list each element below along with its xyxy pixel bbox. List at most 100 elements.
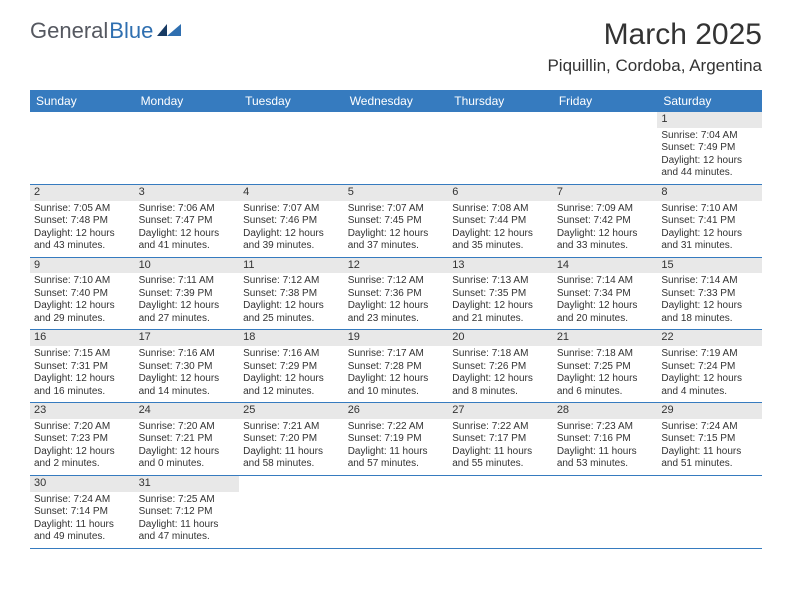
sunset-line: Sunset: 7:15 PM xyxy=(661,433,758,446)
sunrise-line: Sunrise: 7:15 AM xyxy=(34,348,131,361)
daylight-line: Daylight: 12 hours and 21 minutes. xyxy=(452,300,549,325)
daylight-line: Daylight: 12 hours and 14 minutes. xyxy=(139,373,236,398)
sunrise-line: Sunrise: 7:22 AM xyxy=(452,421,549,434)
daylight-line: Daylight: 11 hours and 58 minutes. xyxy=(243,446,340,471)
calendar-week: 1Sunrise: 7:04 AMSunset: 7:49 PMDaylight… xyxy=(30,112,762,184)
calendar-cell xyxy=(448,475,553,548)
day-number: 12 xyxy=(344,258,449,274)
daylight-line: Daylight: 12 hours and 16 minutes. xyxy=(34,373,131,398)
calendar-cell xyxy=(344,475,449,548)
day-header: Monday xyxy=(135,90,240,112)
day-number: 2 xyxy=(30,185,135,201)
sunrise-line: Sunrise: 7:18 AM xyxy=(452,348,549,361)
calendar-header-row: SundayMondayTuesdayWednesdayThursdayFrid… xyxy=(30,90,762,112)
sunset-line: Sunset: 7:19 PM xyxy=(348,433,445,446)
day-header: Saturday xyxy=(657,90,762,112)
sunrise-line: Sunrise: 7:12 AM xyxy=(348,275,445,288)
calendar-cell: 16Sunrise: 7:15 AMSunset: 7:31 PMDayligh… xyxy=(30,330,135,403)
calendar-body: 1Sunrise: 7:04 AMSunset: 7:49 PMDaylight… xyxy=(30,112,762,548)
calendar-cell: 5Sunrise: 7:07 AMSunset: 7:45 PMDaylight… xyxy=(344,184,449,257)
daylight-line: Daylight: 11 hours and 49 minutes. xyxy=(34,519,131,544)
calendar-table: SundayMondayTuesdayWednesdayThursdayFrid… xyxy=(30,90,762,549)
calendar-cell: 25Sunrise: 7:21 AMSunset: 7:20 PMDayligh… xyxy=(239,403,344,476)
day-number: 1 xyxy=(657,112,762,128)
day-number: 26 xyxy=(344,403,449,419)
logo-flag-icon xyxy=(157,22,183,40)
calendar-cell: 3Sunrise: 7:06 AMSunset: 7:47 PMDaylight… xyxy=(135,184,240,257)
daylight-line: Daylight: 12 hours and 37 minutes. xyxy=(348,228,445,253)
calendar-cell: 10Sunrise: 7:11 AMSunset: 7:39 PMDayligh… xyxy=(135,257,240,330)
day-number: 8 xyxy=(657,185,762,201)
sunset-line: Sunset: 7:35 PM xyxy=(452,288,549,301)
calendar-cell xyxy=(239,475,344,548)
sunset-line: Sunset: 7:33 PM xyxy=(661,288,758,301)
daylight-line: Daylight: 12 hours and 31 minutes. xyxy=(661,228,758,253)
sunrise-line: Sunrise: 7:04 AM xyxy=(661,130,758,143)
calendar-cell: 7Sunrise: 7:09 AMSunset: 7:42 PMDaylight… xyxy=(553,184,658,257)
sunrise-line: Sunrise: 7:06 AM xyxy=(139,203,236,216)
calendar-cell: 11Sunrise: 7:12 AMSunset: 7:38 PMDayligh… xyxy=(239,257,344,330)
day-number: 22 xyxy=(657,330,762,346)
daylight-line: Daylight: 12 hours and 29 minutes. xyxy=(34,300,131,325)
daylight-line: Daylight: 12 hours and 43 minutes. xyxy=(34,228,131,253)
daylight-line: Daylight: 12 hours and 2 minutes. xyxy=(34,446,131,471)
calendar-cell: 19Sunrise: 7:17 AMSunset: 7:28 PMDayligh… xyxy=(344,330,449,403)
sunrise-line: Sunrise: 7:13 AM xyxy=(452,275,549,288)
calendar-cell: 30Sunrise: 7:24 AMSunset: 7:14 PMDayligh… xyxy=(30,475,135,548)
title-block: March 2025 Piquillin, Cordoba, Argentina xyxy=(547,18,762,76)
day-header: Wednesday xyxy=(344,90,449,112)
calendar-cell: 4Sunrise: 7:07 AMSunset: 7:46 PMDaylight… xyxy=(239,184,344,257)
sunset-line: Sunset: 7:16 PM xyxy=(557,433,654,446)
sunset-line: Sunset: 7:26 PM xyxy=(452,361,549,374)
sunrise-line: Sunrise: 7:16 AM xyxy=(139,348,236,361)
sunrise-line: Sunrise: 7:24 AM xyxy=(661,421,758,434)
calendar-cell xyxy=(553,475,658,548)
calendar-cell: 15Sunrise: 7:14 AMSunset: 7:33 PMDayligh… xyxy=(657,257,762,330)
day-number: 27 xyxy=(448,403,553,419)
day-header: Friday xyxy=(553,90,658,112)
day-number: 10 xyxy=(135,258,240,274)
sunset-line: Sunset: 7:24 PM xyxy=(661,361,758,374)
calendar-week: 30Sunrise: 7:24 AMSunset: 7:14 PMDayligh… xyxy=(30,475,762,548)
day-number: 11 xyxy=(239,258,344,274)
sunrise-line: Sunrise: 7:14 AM xyxy=(661,275,758,288)
sunrise-line: Sunrise: 7:07 AM xyxy=(348,203,445,216)
day-number: 28 xyxy=(553,403,658,419)
sunset-line: Sunset: 7:36 PM xyxy=(348,288,445,301)
calendar-cell: 14Sunrise: 7:14 AMSunset: 7:34 PMDayligh… xyxy=(553,257,658,330)
day-number: 18 xyxy=(239,330,344,346)
calendar-cell xyxy=(30,112,135,184)
sunrise-line: Sunrise: 7:08 AM xyxy=(452,203,549,216)
day-number: 29 xyxy=(657,403,762,419)
daylight-line: Daylight: 11 hours and 51 minutes. xyxy=(661,446,758,471)
calendar-cell: 17Sunrise: 7:16 AMSunset: 7:30 PMDayligh… xyxy=(135,330,240,403)
month-title: March 2025 xyxy=(547,18,762,52)
calendar-cell: 26Sunrise: 7:22 AMSunset: 7:19 PMDayligh… xyxy=(344,403,449,476)
day-number: 19 xyxy=(344,330,449,346)
day-header: Sunday xyxy=(30,90,135,112)
daylight-line: Daylight: 12 hours and 12 minutes. xyxy=(243,373,340,398)
sunrise-line: Sunrise: 7:17 AM xyxy=(348,348,445,361)
daylight-line: Daylight: 11 hours and 55 minutes. xyxy=(452,446,549,471)
sunset-line: Sunset: 7:12 PM xyxy=(139,506,236,519)
sunset-line: Sunset: 7:48 PM xyxy=(34,215,131,228)
daylight-line: Daylight: 12 hours and 4 minutes. xyxy=(661,373,758,398)
daylight-line: Daylight: 12 hours and 6 minutes. xyxy=(557,373,654,398)
day-number: 17 xyxy=(135,330,240,346)
calendar-cell xyxy=(344,112,449,184)
sunset-line: Sunset: 7:29 PM xyxy=(243,361,340,374)
calendar-cell: 2 Sunrise: 7:05 AMSunset: 7:48 PMDaylight… xyxy=(30,184,135,257)
sunrise-line: Sunrise: 7:25 AM xyxy=(139,494,236,507)
sunrise-line: Sunrise: 7:10 AM xyxy=(661,203,758,216)
sunrise-line: Sunrise: 7:05 AM xyxy=(34,203,131,216)
page-header: GeneralBlue March 2025 Piquillin, Cordob… xyxy=(0,0,792,84)
day-number: 23 xyxy=(30,403,135,419)
calendar-week: 23Sunrise: 7:20 AMSunset: 7:23 PMDayligh… xyxy=(30,403,762,476)
calendar-cell: 31Sunrise: 7:25 AMSunset: 7:12 PMDayligh… xyxy=(135,475,240,548)
calendar-week: 9Sunrise: 7:10 AMSunset: 7:40 PMDaylight… xyxy=(30,257,762,330)
sunset-line: Sunset: 7:34 PM xyxy=(557,288,654,301)
daylight-line: Daylight: 11 hours and 53 minutes. xyxy=(557,446,654,471)
logo-word-1: General xyxy=(30,18,108,44)
daylight-line: Daylight: 12 hours and 23 minutes. xyxy=(348,300,445,325)
day-header: Tuesday xyxy=(239,90,344,112)
